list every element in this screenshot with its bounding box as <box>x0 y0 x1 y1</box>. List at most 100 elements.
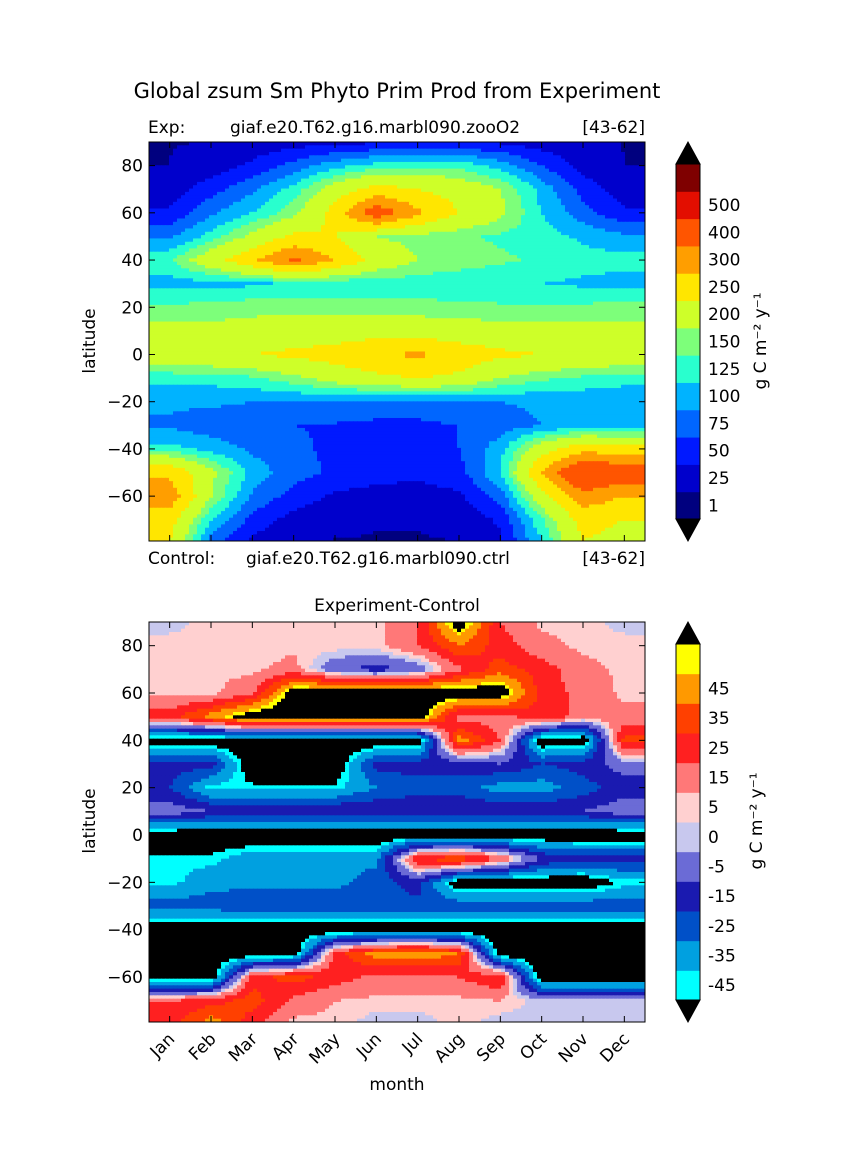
heat-cell <box>561 191 566 196</box>
heat-cell <box>481 161 486 166</box>
heat-cell <box>261 195 266 200</box>
heat-cell <box>601 185 606 190</box>
heat-cell <box>585 195 590 200</box>
heat-cell <box>197 195 202 200</box>
heat-cell <box>189 185 194 190</box>
heat-cell <box>265 181 270 186</box>
heat-cell <box>569 165 574 170</box>
heat-cell <box>197 158 202 163</box>
heat-cell <box>301 191 306 196</box>
heat-cell <box>365 171 370 176</box>
heat-cell <box>565 142 570 146</box>
heat-cell <box>225 168 230 173</box>
heat-cell <box>205 198 210 203</box>
heat-cell <box>317 171 322 176</box>
heat-cell <box>389 151 394 156</box>
heat-cell <box>493 168 498 173</box>
heat-cell <box>593 195 598 200</box>
heat-cell <box>265 198 270 203</box>
heat-cell <box>189 188 194 193</box>
heat-cell <box>633 148 638 153</box>
heat-cell <box>321 181 326 186</box>
heat-cell <box>429 188 434 193</box>
heat-cell <box>541 175 546 180</box>
heat-cell <box>509 148 514 153</box>
heat-cell <box>261 158 266 163</box>
heat-cell <box>229 185 234 190</box>
heat-cell <box>613 171 618 176</box>
heat-cell <box>185 188 190 193</box>
heat-cell <box>317 155 322 160</box>
heat-cell <box>469 145 474 150</box>
heat-cell <box>353 171 358 176</box>
heat-cell <box>393 142 398 146</box>
heat-cell <box>181 148 186 153</box>
heat-cell <box>597 175 602 180</box>
heat-cell <box>477 155 482 160</box>
heat-cell <box>617 155 622 160</box>
heat-cell <box>285 168 290 173</box>
heat-cell <box>273 168 278 173</box>
heat-cell <box>361 191 366 196</box>
heat-cell <box>197 145 202 150</box>
heat-cell <box>245 195 250 200</box>
heat-cell <box>397 148 402 153</box>
heat-cell <box>461 158 466 163</box>
heat-cell <box>437 161 442 166</box>
heat-cell <box>341 181 346 186</box>
heat-cell <box>525 158 530 163</box>
heat-cell <box>277 191 282 196</box>
heat-cell <box>509 178 514 183</box>
heat-cell <box>157 171 162 176</box>
heat-cell <box>641 145 645 150</box>
heat-cell <box>305 191 310 196</box>
heat-cell <box>373 155 378 160</box>
heat-cell <box>253 151 258 156</box>
heat-cell <box>517 148 522 153</box>
heat-cell <box>573 155 578 160</box>
heat-cell <box>461 188 466 193</box>
heat-cell <box>229 191 234 196</box>
heat-cell <box>637 151 642 156</box>
heat-cell <box>161 171 166 176</box>
heat-cell <box>605 178 610 183</box>
heat-cell <box>217 171 222 176</box>
heat-cell <box>169 148 174 153</box>
heat-cell <box>481 142 486 146</box>
heat-cell <box>285 161 290 166</box>
heat-cell <box>329 151 334 156</box>
heat-cell <box>341 195 346 200</box>
heat-cell <box>477 188 482 193</box>
heat-cell <box>361 155 366 160</box>
heat-cell <box>165 195 170 200</box>
heat-cell <box>593 158 598 163</box>
heat-cell <box>605 165 610 170</box>
heat-cell <box>149 185 154 190</box>
heat-cell <box>425 145 430 150</box>
heat-cell <box>549 151 554 156</box>
heat-cell <box>421 171 426 176</box>
heat-cell <box>441 155 446 160</box>
heat-cell <box>569 142 574 146</box>
heat-cell <box>577 158 582 163</box>
heat-cell <box>197 165 202 170</box>
heat-cell <box>221 175 226 180</box>
heat-cell <box>321 151 326 156</box>
heat-cell <box>273 185 278 190</box>
heat-cell <box>357 175 362 180</box>
heat-cell <box>505 155 510 160</box>
heat-cell <box>233 165 238 170</box>
heat-cell <box>473 158 478 163</box>
heat-cell <box>333 178 338 183</box>
heat-cell <box>433 145 438 150</box>
heat-cell <box>281 198 286 203</box>
heat-cell <box>289 148 294 153</box>
heat-cell <box>337 155 342 160</box>
heat-cell <box>253 148 258 153</box>
heat-cell <box>197 188 202 193</box>
heat-cell <box>533 148 538 153</box>
heat-cell <box>345 175 350 180</box>
heat-cell <box>253 142 258 146</box>
heat-cell <box>461 191 466 196</box>
heat-cell <box>621 185 626 190</box>
